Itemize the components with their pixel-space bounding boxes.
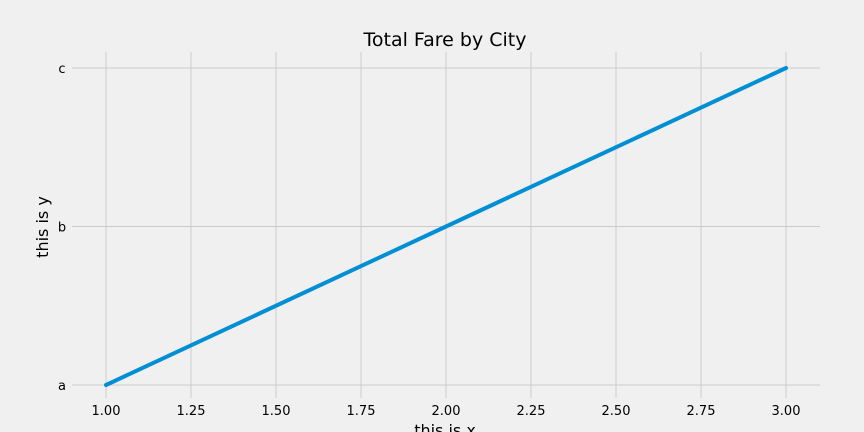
x-axis-label: this is x [414, 421, 476, 432]
x-tick-label: 2.25 [517, 404, 546, 419]
x-tick-label: 2.50 [602, 404, 631, 419]
y-tick-label: b [58, 221, 66, 236]
y-axis-label: this is y [33, 196, 52, 258]
series-layer [104, 66, 788, 387]
y-tick-label: c [58, 62, 65, 77]
chart-title: Total Fare by City [363, 29, 527, 51]
x-axis-ticks: 1.00 1.25 1.50 1.75 2.00 2.25 2.50 2.75 3.00 [92, 404, 801, 419]
x-tick-label: 2.75 [687, 404, 716, 419]
x-tick-label: 1.25 [177, 404, 206, 419]
x-tick-label: 3.00 [772, 404, 801, 419]
y-tick-label: a [58, 379, 66, 394]
x-tick-label: 1.75 [347, 404, 376, 419]
y-axis-ticks: a b c [58, 62, 66, 394]
x-tick-label: 1.50 [262, 404, 291, 419]
series-line [104, 66, 788, 387]
x-tick-label: 1.00 [92, 404, 121, 419]
x-tick-label: 2.00 [432, 404, 461, 419]
